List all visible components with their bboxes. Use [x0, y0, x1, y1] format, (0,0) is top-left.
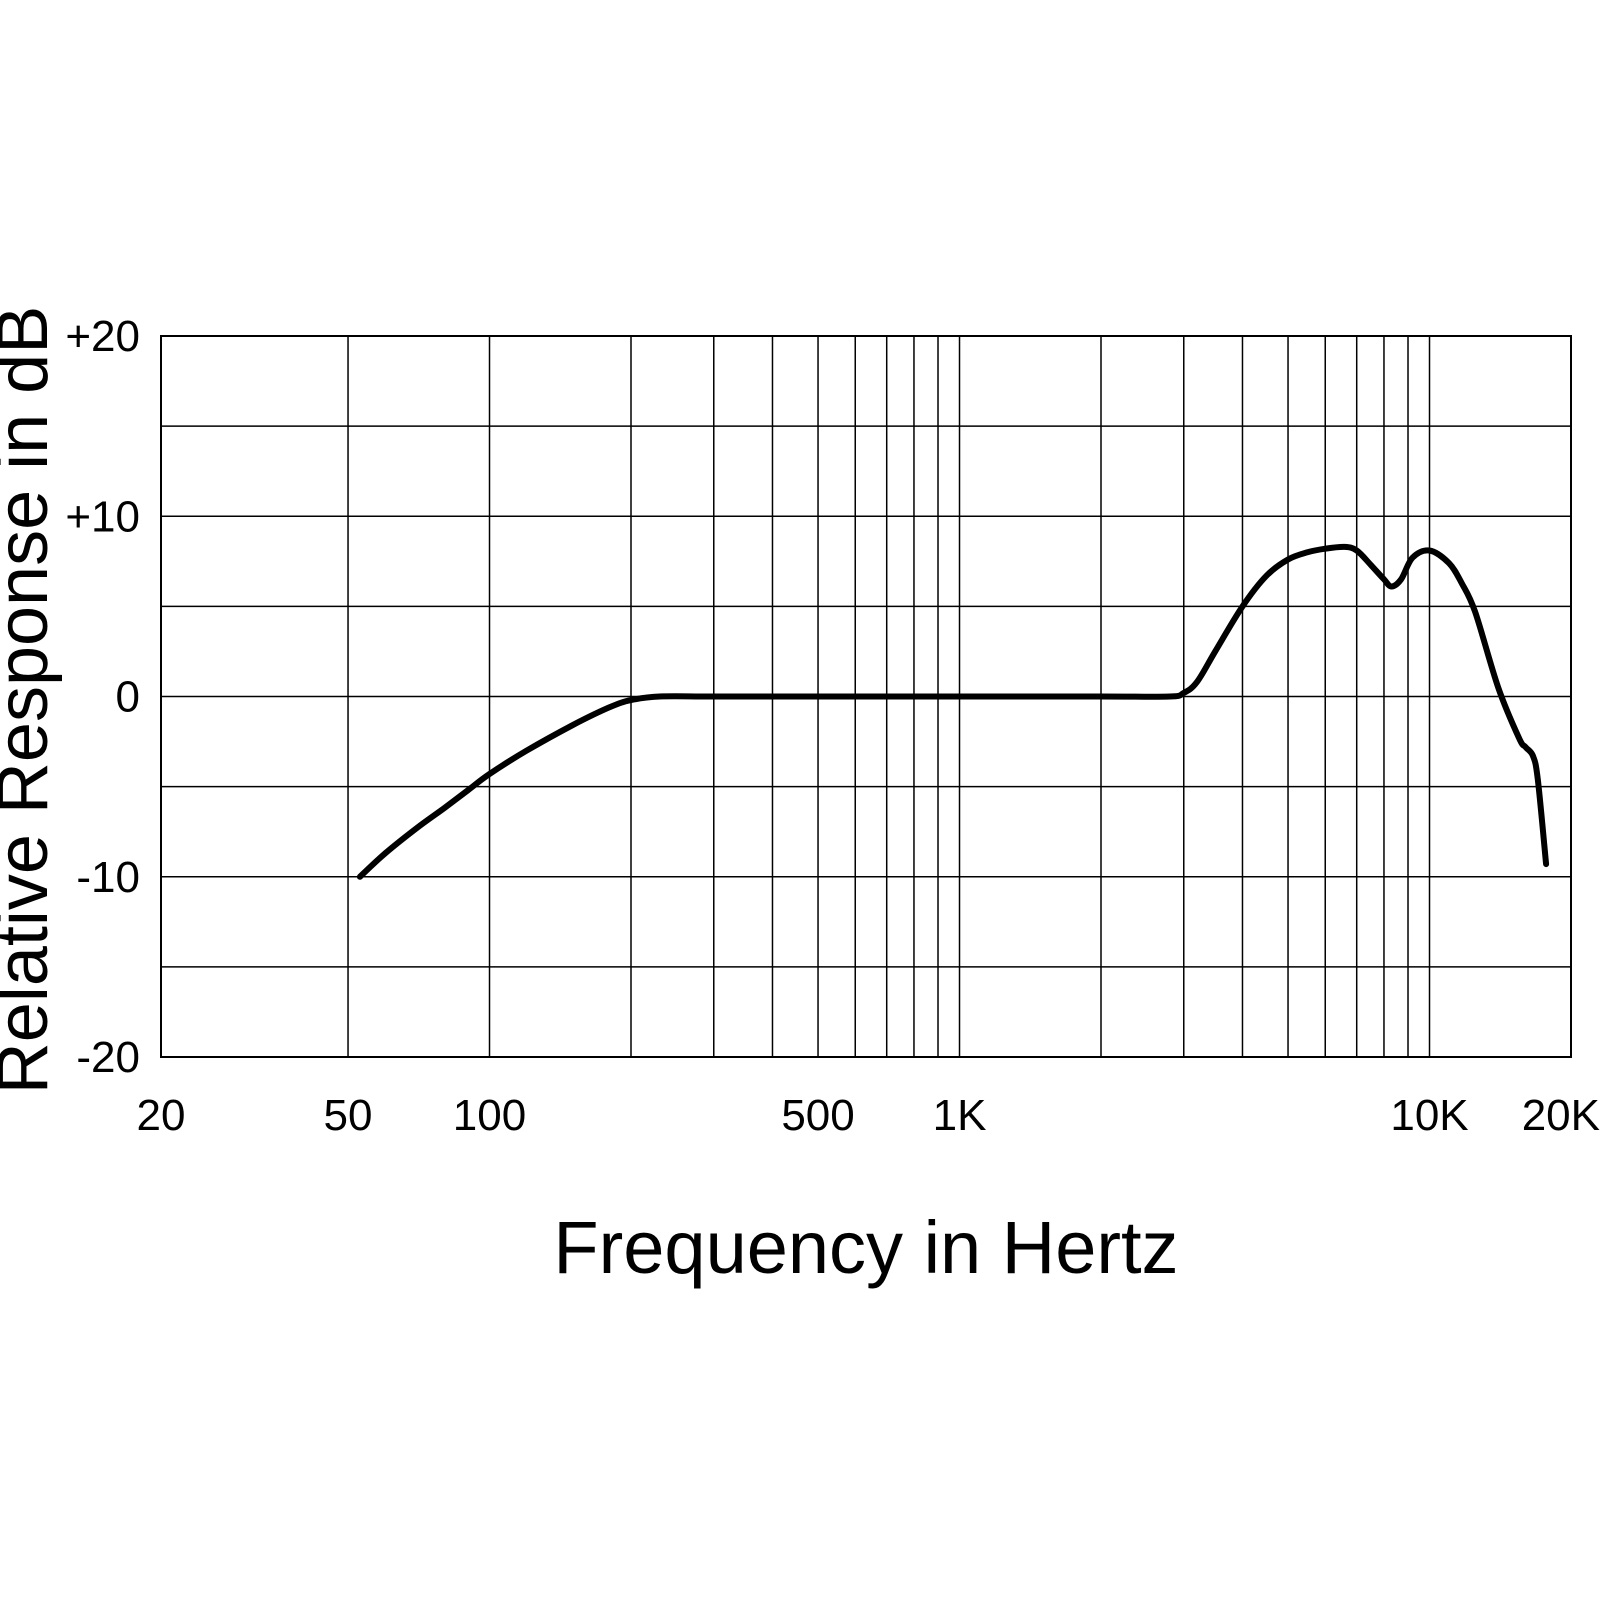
y-tick-label: +20 [65, 312, 140, 361]
x-tick-label: 1K [933, 1091, 987, 1140]
x-axis-title: Frequency in Hertz [553, 1206, 1178, 1289]
x-tick-label: 20 [137, 1091, 186, 1140]
y-tick-labels: +20 +10 0 -10 -20 [65, 312, 140, 1082]
x-tick-label: 10K [1390, 1091, 1468, 1140]
x-tick-label: 100 [453, 1091, 526, 1140]
x-tick-label: 50 [324, 1091, 373, 1140]
plot-frame [160, 335, 1572, 1058]
x-tick-label: 500 [781, 1091, 854, 1140]
y-tick-label: +10 [65, 492, 140, 541]
y-tick-label: -20 [76, 1033, 140, 1082]
response-curve [356, 543, 1550, 880]
y-tick-label: -10 [76, 853, 140, 902]
x-tick-label: 20K [1522, 1091, 1600, 1140]
series-layer [356, 543, 1550, 880]
y-axis-title: Relative Response in dB [0, 306, 63, 1094]
y-tick-label: 0 [116, 673, 140, 722]
x-tick-labels: 20 50 100 500 1K 10K 20K [137, 1091, 1600, 1140]
